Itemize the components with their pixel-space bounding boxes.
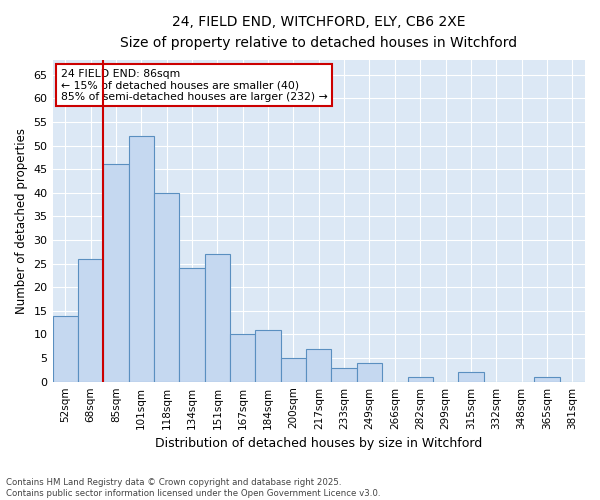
Bar [230, 334, 256, 382]
Text: Contains HM Land Registry data © Crown copyright and database right 2025.
Contai: Contains HM Land Registry data © Crown c… [6, 478, 380, 498]
Bar [103, 164, 128, 382]
Bar [331, 368, 357, 382]
Bar [205, 254, 230, 382]
Bar [256, 330, 281, 382]
Title: 24, FIELD END, WITCHFORD, ELY, CB6 2XE
Size of property relative to detached hou: 24, FIELD END, WITCHFORD, ELY, CB6 2XE S… [120, 15, 517, 50]
Bar [281, 358, 306, 382]
Bar [357, 363, 382, 382]
Bar [458, 372, 484, 382]
Y-axis label: Number of detached properties: Number of detached properties [15, 128, 28, 314]
Bar [306, 348, 331, 382]
X-axis label: Distribution of detached houses by size in Witchford: Distribution of detached houses by size … [155, 437, 482, 450]
Text: 24 FIELD END: 86sqm
← 15% of detached houses are smaller (40)
85% of semi-detach: 24 FIELD END: 86sqm ← 15% of detached ho… [61, 68, 327, 102]
Bar [407, 377, 433, 382]
Bar [534, 377, 560, 382]
Bar [179, 268, 205, 382]
Bar [53, 316, 78, 382]
Bar [154, 192, 179, 382]
Bar [78, 259, 103, 382]
Bar [128, 136, 154, 382]
